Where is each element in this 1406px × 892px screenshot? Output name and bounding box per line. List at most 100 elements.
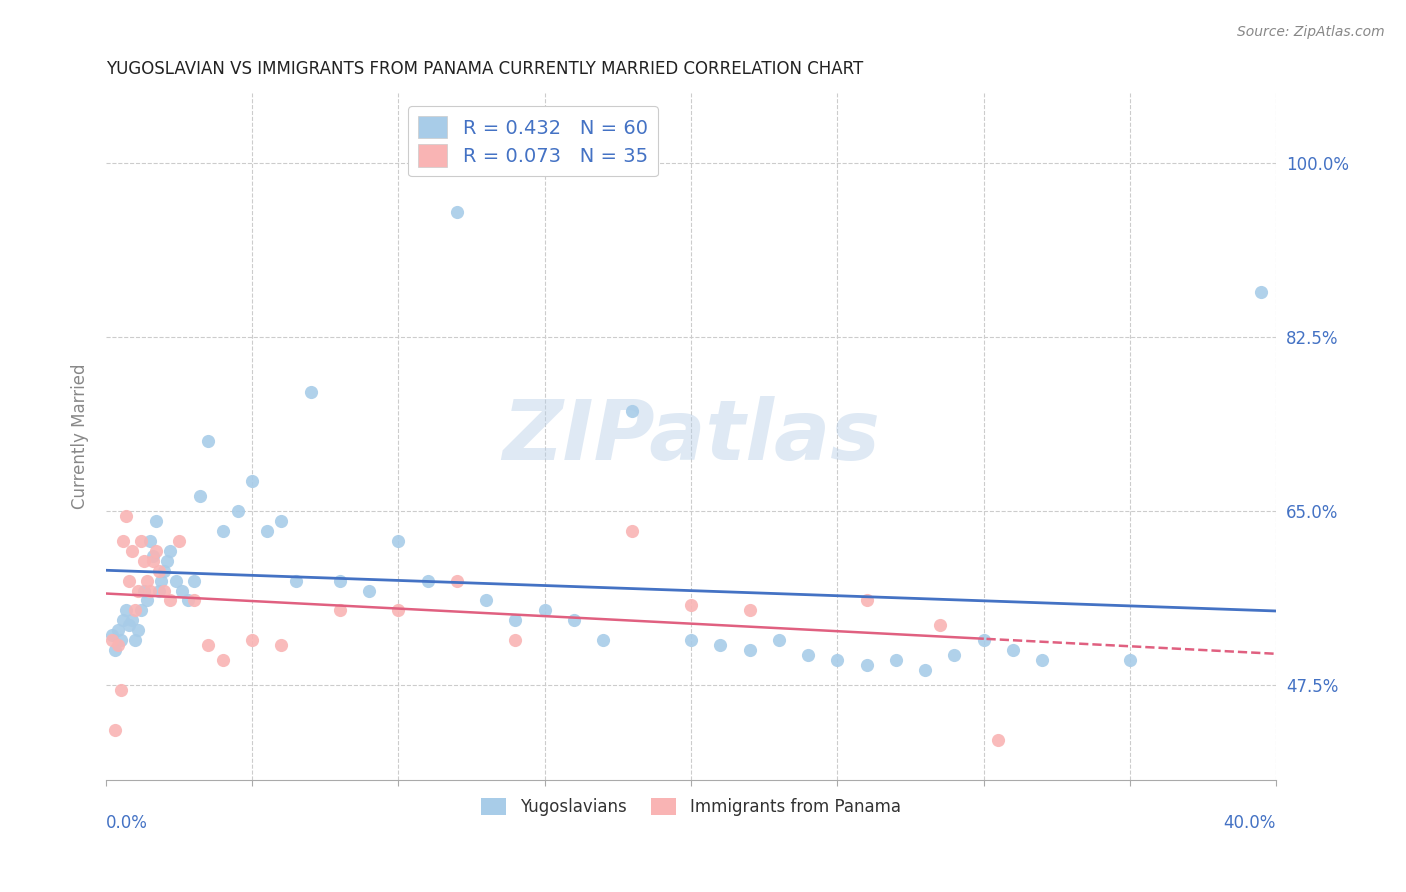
Point — [884, 653, 907, 667]
Point — [256, 524, 278, 538]
Point — [475, 593, 498, 607]
Point — [855, 593, 877, 607]
Point — [129, 533, 152, 548]
Point — [679, 599, 702, 613]
Point — [914, 663, 936, 677]
Point — [387, 533, 409, 548]
Point — [115, 603, 138, 617]
Text: YUGOSLAVIAN VS IMMIGRANTS FROM PANAMA CURRENTLY MARRIED CORRELATION CHART: YUGOSLAVIAN VS IMMIGRANTS FROM PANAMA CU… — [105, 60, 863, 78]
Text: Source: ZipAtlas.com: Source: ZipAtlas.com — [1237, 25, 1385, 39]
Point — [446, 205, 468, 219]
Point — [797, 648, 820, 663]
Point — [270, 638, 292, 652]
Point — [446, 574, 468, 588]
Point — [329, 574, 352, 588]
Legend: Yugoslavians, Immigrants from Panama: Yugoslavians, Immigrants from Panama — [475, 791, 907, 822]
Point — [533, 603, 555, 617]
Point — [709, 638, 731, 652]
Point — [212, 524, 235, 538]
Point — [124, 633, 146, 648]
Point — [145, 543, 167, 558]
Point — [124, 603, 146, 617]
Point — [148, 564, 170, 578]
Y-axis label: Currently Married: Currently Married — [72, 364, 89, 509]
Point — [104, 723, 127, 737]
Point — [827, 653, 849, 667]
Point — [1119, 653, 1142, 667]
Point — [987, 732, 1010, 747]
Point — [150, 574, 173, 588]
Point — [621, 404, 644, 418]
Point — [188, 489, 211, 503]
Point — [197, 638, 219, 652]
Point — [132, 554, 155, 568]
Point — [132, 583, 155, 598]
Point — [1250, 285, 1272, 299]
Point — [129, 603, 152, 617]
Point — [285, 574, 308, 588]
Point — [738, 643, 761, 657]
Point — [115, 508, 138, 523]
Point — [928, 618, 950, 632]
Point — [226, 504, 249, 518]
Point — [592, 633, 614, 648]
Point — [387, 603, 409, 617]
Text: 40.0%: 40.0% — [1223, 814, 1277, 832]
Point — [112, 533, 135, 548]
Point — [139, 583, 162, 598]
Point — [118, 618, 141, 632]
Point — [183, 574, 205, 588]
Point — [156, 554, 179, 568]
Point — [505, 613, 527, 627]
Point — [1031, 653, 1053, 667]
Point — [145, 514, 167, 528]
Point — [738, 603, 761, 617]
Point — [121, 543, 143, 558]
Point — [240, 474, 263, 488]
Point — [121, 613, 143, 627]
Point — [240, 633, 263, 648]
Point — [329, 603, 352, 617]
Point — [100, 633, 122, 648]
Point — [505, 633, 527, 648]
Point — [127, 583, 149, 598]
Point — [183, 593, 205, 607]
Point — [299, 384, 322, 399]
Point — [170, 583, 193, 598]
Point — [270, 514, 292, 528]
Point — [148, 583, 170, 598]
Point — [142, 549, 165, 563]
Point — [104, 643, 127, 657]
Point — [153, 564, 176, 578]
Point — [135, 593, 157, 607]
Point — [139, 533, 162, 548]
Text: ZIPatlas: ZIPatlas — [502, 396, 880, 477]
Point — [562, 613, 585, 627]
Point — [159, 593, 181, 607]
Point — [416, 574, 439, 588]
Point — [110, 633, 132, 648]
Point — [768, 633, 790, 648]
Point — [107, 624, 129, 638]
Point — [359, 583, 381, 598]
Point — [118, 574, 141, 588]
Point — [621, 524, 644, 538]
Point — [112, 613, 135, 627]
Point — [679, 633, 702, 648]
Point — [943, 648, 966, 663]
Point — [165, 574, 187, 588]
Point — [142, 554, 165, 568]
Point — [127, 624, 149, 638]
Point — [973, 633, 995, 648]
Point — [110, 683, 132, 698]
Point — [212, 653, 235, 667]
Point — [167, 533, 190, 548]
Point — [197, 434, 219, 449]
Point — [177, 593, 200, 607]
Point — [107, 638, 129, 652]
Point — [100, 628, 122, 642]
Point — [153, 583, 176, 598]
Point — [135, 574, 157, 588]
Text: 0.0%: 0.0% — [105, 814, 148, 832]
Point — [1001, 643, 1024, 657]
